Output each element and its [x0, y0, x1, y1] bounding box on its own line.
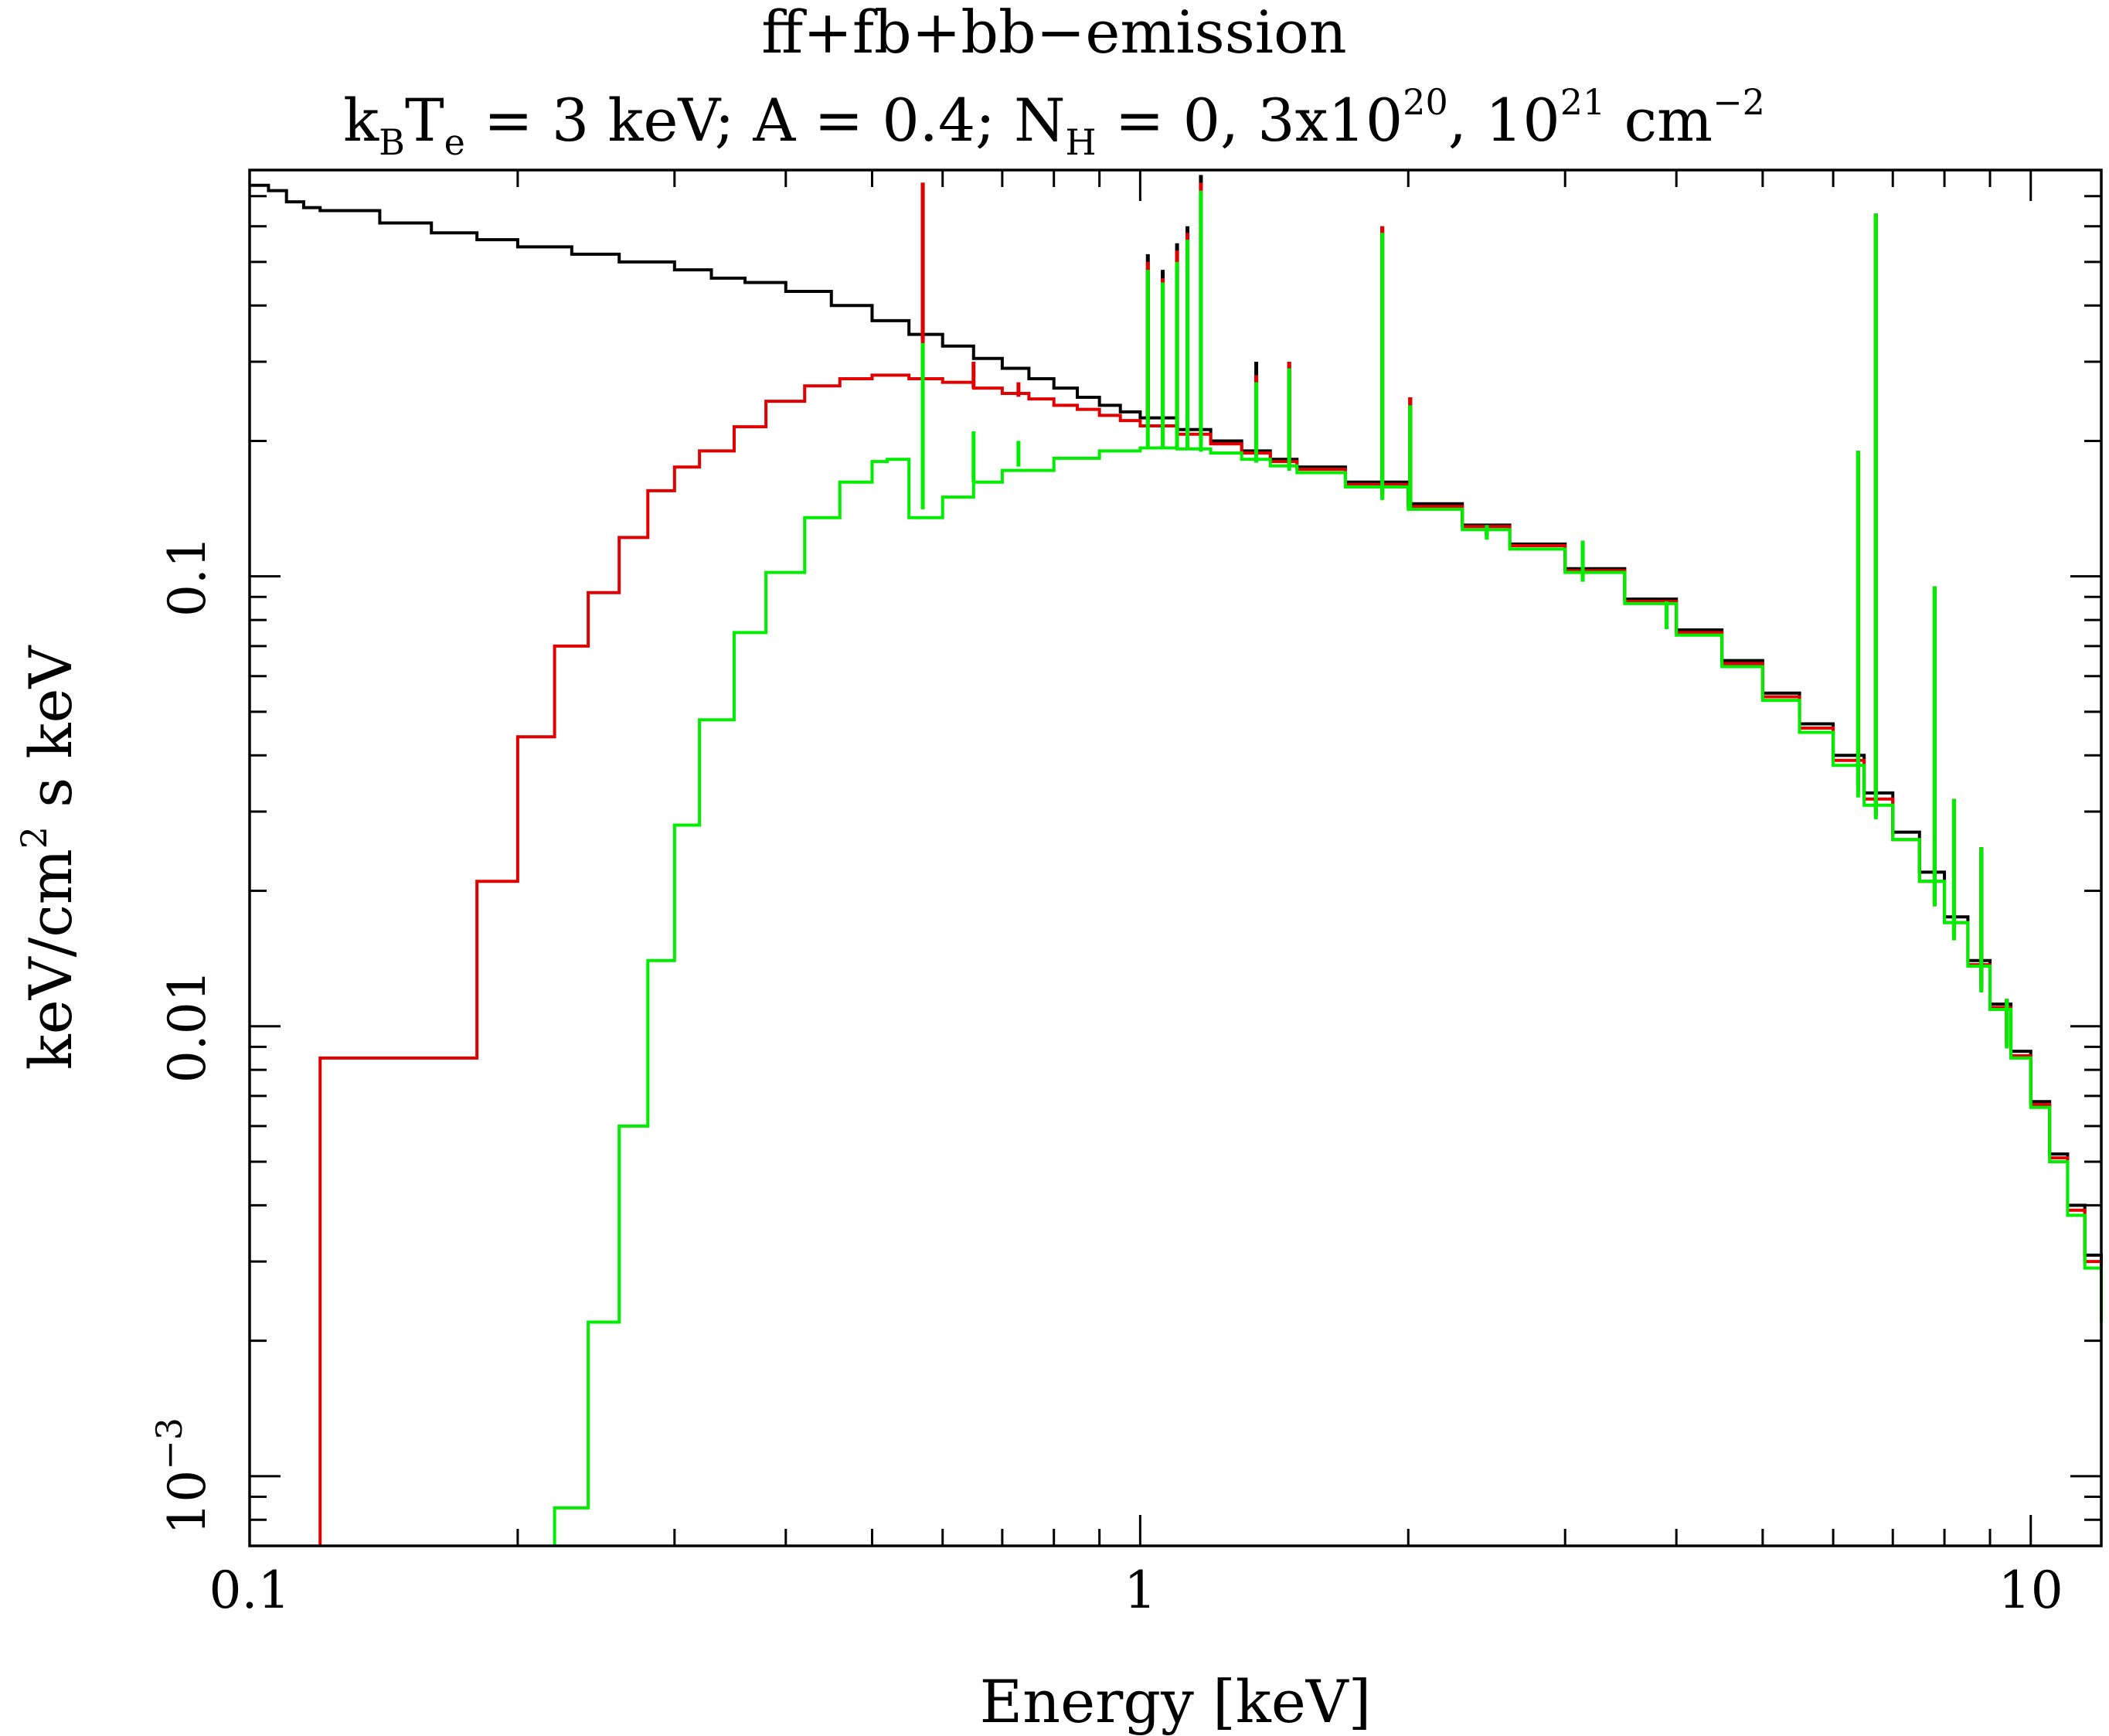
y-tick-label: 10−3 — [148, 1418, 217, 1535]
chart-title: ff+fb+bb−emission — [761, 0, 1346, 66]
subtitle-k-sub: B — [379, 121, 405, 163]
subtitle-part2: = 0, 3x10 — [1097, 86, 1403, 155]
subtitle-part4: cm — [1605, 86, 1713, 155]
subtitle-exp1: 20 — [1403, 81, 1448, 123]
subtitle-part1: = 3 keV; A = 0.4; N — [465, 86, 1066, 155]
subtitle-t: T — [405, 86, 444, 155]
y-label-part1: keV/cm — [16, 849, 85, 1070]
subtitle-k: k — [343, 86, 379, 155]
subtitle-t-sub: e — [444, 121, 465, 163]
chart-subtitle: kBTe = 3 keV; A = 0.4; NH = 0, 3x1020, 1… — [343, 81, 1765, 163]
y-label-part2: s keV — [16, 645, 85, 826]
plot-frame — [248, 168, 2103, 1547]
series-layer — [250, 175, 2103, 1546]
x-tick-label: 0.1 — [209, 1561, 291, 1620]
y-axis-label: keV/cm2 s keV — [13, 645, 85, 1071]
tick-labels: 0.1 1 10 10−3 0.01 0.1 — [148, 536, 2063, 1620]
subtitle-exp3: −2 — [1713, 81, 1765, 123]
subtitle-n-sub: H — [1065, 121, 1096, 163]
x-axis-label: Energy [keV] — [980, 1667, 1372, 1736]
x-tick-label: 10 — [1998, 1561, 2063, 1620]
y-tick-label: 0.1 — [158, 536, 217, 617]
x-tick-label: 1 — [1124, 1561, 1156, 1620]
subtitle-exp2: 21 — [1560, 81, 1606, 123]
y-tick-label: 0.01 — [158, 969, 217, 1083]
series-line-nh1e21 — [553, 446, 2103, 1546]
y-label-exp: 2 — [13, 826, 55, 849]
subtitle-part3: , 10 — [1448, 86, 1560, 155]
